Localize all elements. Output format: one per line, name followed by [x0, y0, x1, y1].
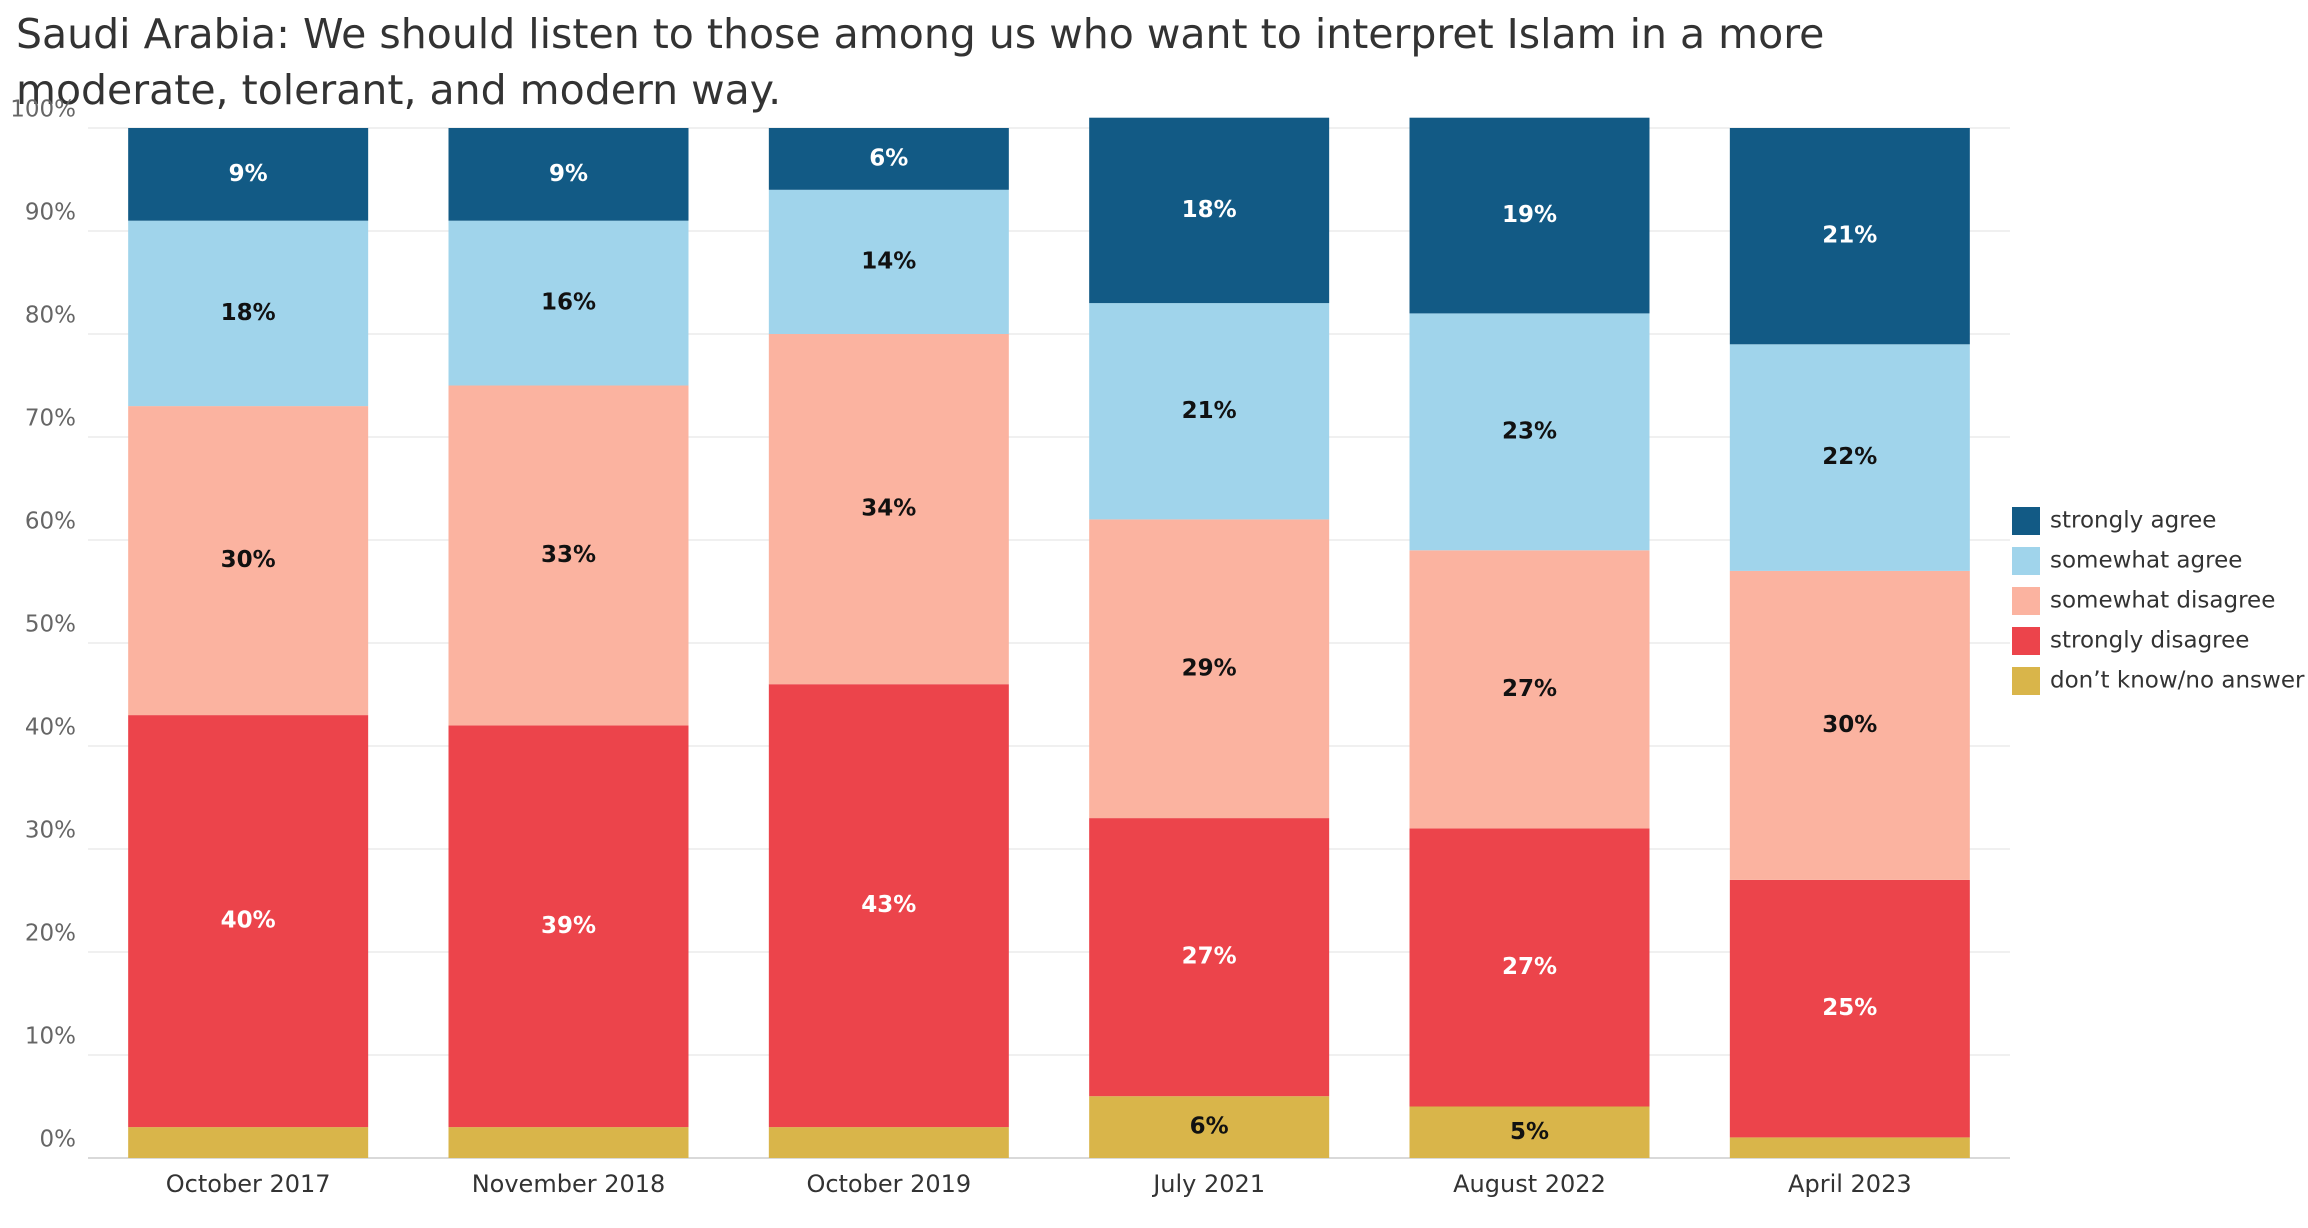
x-tick-label: July 2021: [1151, 1170, 1265, 1198]
x-tick-label: October 2017: [166, 1170, 331, 1198]
bar-segment: [1729, 570, 1970, 880]
legend-label: strongly agree: [2050, 508, 2216, 534]
value-label: 19%: [1502, 202, 1557, 228]
value-label: 22%: [1822, 444, 1877, 470]
value-label: 30%: [1822, 712, 1877, 738]
value-label: 25%: [1822, 995, 1877, 1021]
legend-swatch: [2012, 547, 2040, 575]
legend-label: somewhat disagree: [2050, 588, 2275, 614]
value-label: 27%: [1502, 954, 1557, 980]
value-label: 6%: [869, 145, 908, 171]
bar-segment: [1729, 1137, 1970, 1158]
value-label: 27%: [1502, 676, 1557, 702]
bar-segment: [1409, 550, 1650, 829]
bar-segment: [1089, 303, 1330, 520]
value-label: 21%: [1822, 223, 1877, 249]
bar-segment: [448, 385, 689, 726]
y-tick-label: 20%: [25, 921, 76, 947]
legend-label: somewhat agree: [2050, 548, 2242, 574]
value-label: 18%: [221, 300, 276, 326]
y-tick-label: 40%: [25, 715, 76, 741]
bar-segment: [1089, 818, 1330, 1097]
value-label: 9%: [549, 161, 588, 187]
value-label: 14%: [861, 248, 916, 274]
bar-segment: [448, 1127, 689, 1158]
y-tick-label: 80%: [25, 303, 76, 329]
value-label: 18%: [1182, 197, 1237, 223]
bar-segment: [1089, 519, 1330, 819]
value-label: 21%: [1182, 398, 1237, 424]
bar-segment: [1409, 117, 1650, 314]
x-tick-label: April 2023: [1788, 1170, 1912, 1198]
value-label: 27%: [1182, 944, 1237, 970]
value-label: 43%: [861, 892, 916, 918]
value-label: 6%: [1190, 1114, 1229, 1140]
bar-segment: [1729, 879, 1970, 1138]
bar-segment: [1409, 1106, 1650, 1158]
value-label: 39%: [541, 913, 596, 939]
value-label: 23%: [1502, 418, 1557, 444]
x-tick-label: November 2018: [472, 1170, 666, 1198]
legend-label: strongly disagree: [2050, 628, 2249, 654]
value-label: 34%: [861, 496, 916, 522]
bar-segment: [1729, 128, 1970, 345]
legend-swatch: [2012, 667, 2040, 695]
legend-swatch: [2012, 587, 2040, 615]
value-label: 5%: [1510, 1119, 1549, 1145]
bar-segment: [768, 128, 1009, 190]
value-label: 16%: [541, 290, 596, 316]
bar-segment: [128, 220, 369, 407]
y-tick-label: 70%: [25, 406, 76, 432]
bar-segment: [768, 1127, 1009, 1158]
bar-segment: [128, 406, 369, 716]
bar-segment: [1729, 344, 1970, 571]
value-label: 40%: [221, 908, 276, 934]
bar-segment: [1409, 828, 1650, 1107]
bar-segment: [448, 725, 689, 1128]
y-tick-label: 10%: [25, 1024, 76, 1050]
value-label: 29%: [1182, 655, 1237, 681]
legend-swatch: [2012, 507, 2040, 535]
bar-segment: [768, 684, 1009, 1128]
bar-segment: [128, 715, 369, 1128]
bar-segment: [128, 1127, 369, 1158]
x-tick-label: August 2022: [1453, 1170, 1606, 1198]
bar-segment: [448, 128, 689, 221]
legend-swatch: [2012, 627, 2040, 655]
y-tick-label: 0%: [40, 1127, 77, 1153]
chart-title: Saudi Arabia: We should listen to those …: [16, 10, 1825, 114]
y-tick-label: 50%: [25, 612, 76, 638]
bar-segment: [1409, 313, 1650, 551]
bar-segment: [1089, 1096, 1330, 1158]
bar-segment: [1089, 117, 1330, 304]
bar-segment: [768, 189, 1009, 334]
bar-segment: [448, 220, 689, 386]
y-tick-label: 90%: [25, 200, 76, 226]
bar-segment: [128, 128, 369, 221]
value-label: 33%: [541, 542, 596, 568]
y-tick-label: 100%: [10, 97, 76, 123]
legend-label: don’t know/no answer: [2050, 668, 2305, 694]
y-tick-label: 30%: [25, 818, 76, 844]
bar-segment: [768, 334, 1009, 685]
y-tick-label: 60%: [25, 509, 76, 535]
value-label: 30%: [221, 547, 276, 573]
x-tick-label: October 2019: [806, 1170, 971, 1198]
value-label: 9%: [229, 161, 268, 187]
